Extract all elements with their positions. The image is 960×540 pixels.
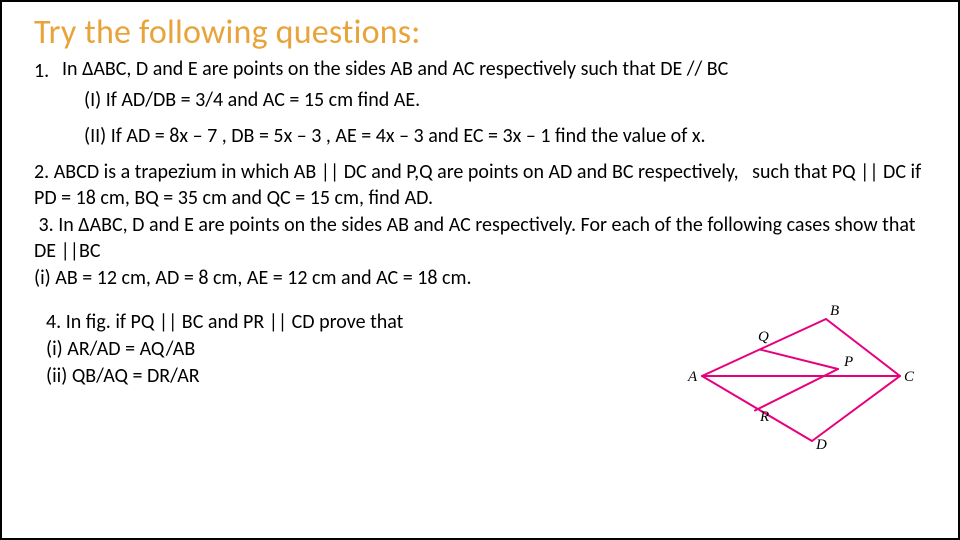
rhombus-svg: A B C D Q P R — [686, 301, 916, 451]
q4-line2: (i) AR/AD = AQ/AB — [46, 336, 686, 363]
label-C: C — [904, 369, 915, 385]
label-D: D — [815, 437, 827, 451]
q1-intro: In ΔABC, D and E are points on the sides… — [62, 57, 728, 83]
q1-part-ii: (II) If AD = 8x – 7 , DB = 5x – 3 , AE =… — [84, 123, 926, 149]
q4-line3: (ii) QB/AQ = DR/AR — [46, 363, 686, 390]
question-1: 1. In ΔABC, D and E are points on the si… — [34, 57, 926, 83]
label-B: B — [830, 303, 839, 319]
label-A: A — [687, 369, 698, 385]
questions-2-3: 2. ABCD is a trapezium in which AB || DC… — [34, 159, 926, 291]
q1-part-i: (I) If AD/DB = 3/4 and AC = 15 cm find A… — [84, 87, 926, 113]
q4-line1: 4. In fig. if PQ || BC and PR || CD prov… — [46, 309, 686, 336]
slide-frame: Try the following questions: 1. In ΔABC,… — [0, 0, 960, 540]
question-4-row: 4. In fig. if PQ || BC and PR || CD prov… — [34, 309, 926, 451]
label-Q: Q — [758, 329, 769, 345]
slide-title: Try the following questions: — [34, 12, 926, 53]
q1-number: 1. — [34, 57, 62, 83]
label-R: R — [759, 409, 769, 425]
rhombus-figure: A B C D Q P R — [686, 301, 916, 451]
question-4-text: 4. In fig. if PQ || BC and PR || CD prov… — [46, 309, 686, 390]
label-P: P — [843, 354, 853, 370]
